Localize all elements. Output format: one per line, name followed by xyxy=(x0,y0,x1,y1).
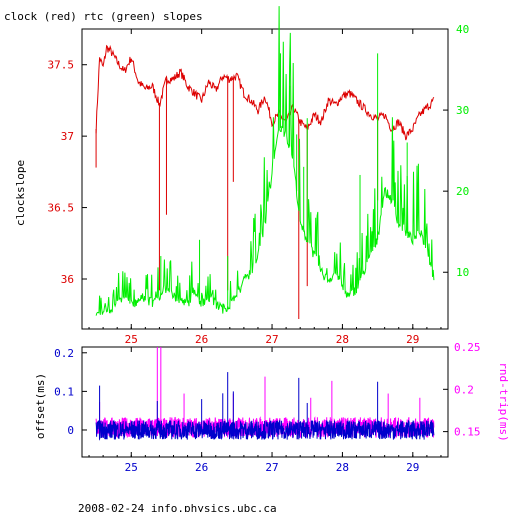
y-tick-label: 0.1 xyxy=(54,385,74,398)
x-tick-label: 28 xyxy=(336,333,349,346)
y2-tick-label: 20 xyxy=(456,185,469,198)
x-tick-label: 29 xyxy=(406,333,419,346)
x-tick-label: 27 xyxy=(265,461,278,474)
y-tick-label: 0 xyxy=(67,424,74,437)
y2-tick-label: 30 xyxy=(456,104,469,117)
y-tick-label: 36 xyxy=(61,273,74,286)
y2-tick-label: 0.15 xyxy=(454,426,481,439)
x-tick-label: 27 xyxy=(265,333,278,346)
rtc-line xyxy=(95,6,435,316)
offset-line xyxy=(95,419,435,441)
y2-tick-label: 40 xyxy=(456,23,469,36)
top-plot-frame xyxy=(81,28,449,330)
x-tick-label: 25 xyxy=(125,333,138,346)
y2-tick-label: 0.2 xyxy=(454,383,474,396)
bottom-y2-axis-label: rnd-trip(ms) xyxy=(497,362,510,441)
bottom-plot-frame xyxy=(81,346,449,458)
footer-caption: 2008-02-24 info.physics.ubc.ca xyxy=(78,502,277,512)
offset-series xyxy=(95,372,435,441)
x-tick-label: 25 xyxy=(125,461,138,474)
y2-tick-label: 10 xyxy=(456,266,469,279)
clock-line xyxy=(95,44,435,141)
bottom-y-axis-label: offset(ms) xyxy=(34,373,47,439)
x-tick-label: 26 xyxy=(195,461,208,474)
y-tick-label: 37.5 xyxy=(48,59,75,72)
y-tick-label: 36.5 xyxy=(48,202,75,215)
top-axes: 25 26 27 28 29 36 36.5 37 37.5 10 20 30 40 xyxy=(48,23,470,346)
figure-title: clock (red) rtc (green) slopes xyxy=(4,10,203,23)
top-chart: 25 26 27 28 29 36 36.5 37 37.5 10 20 30 40 clockslop… xyxy=(14,6,469,346)
bottom-axes: 25 26 27 28 29 0 0.1 0.2 0.15 0.2 0.25 xyxy=(54,341,480,474)
y-tick-label: 37 xyxy=(61,130,74,143)
rtc-slope-series xyxy=(95,6,435,316)
x-tick-label: 26 xyxy=(195,333,208,346)
y-tick-label: 0.2 xyxy=(54,347,74,360)
y2-tick-label: 0.25 xyxy=(454,341,481,354)
top-y-axis-label: clockslope xyxy=(14,160,27,226)
x-tick-label: 28 xyxy=(336,461,349,474)
x-tick-label: 29 xyxy=(406,461,419,474)
